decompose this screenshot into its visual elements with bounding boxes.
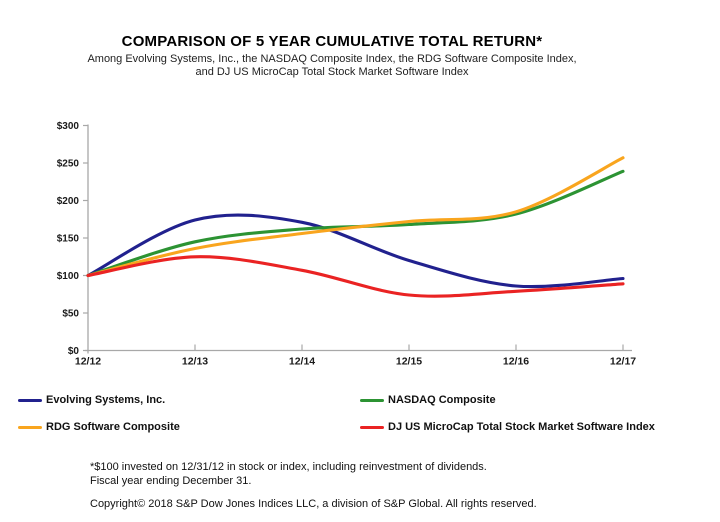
series-line-rdg-software-composite (86, 156, 625, 278)
legend-swatch-icon (18, 398, 42, 402)
legend-label: NASDAQ Composite (388, 394, 496, 406)
legend-label: DJ US MicroCap Total Stock Market Softwa… (388, 421, 655, 433)
x-tick-label: 12/15 (396, 356, 422, 368)
footnote-line-1: *$100 invested on 12/31/12 in stock or i… (90, 461, 487, 473)
x-tick-label: 12/16 (503, 356, 529, 368)
x-tick-label: 12/17 (610, 356, 636, 368)
legend-item: RDG Software Composite (18, 421, 360, 433)
y-tick-label: $250 (57, 159, 80, 170)
legend-item: Evolving Systems, Inc. (18, 394, 360, 406)
series-line-evolving-systems-inc (86, 213, 625, 289)
legend-label: Evolving Systems, Inc. (46, 394, 166, 406)
y-tick-label: $300 (57, 121, 80, 132)
chart-footnotes: *$100 invested on 12/31/12 in stock or i… (90, 460, 487, 488)
y-tick-label: $100 (57, 271, 80, 282)
legend-swatch-icon (18, 425, 42, 429)
copyright-text: Copyright© 2018 S&P Dow Jones Indices LL… (90, 498, 537, 510)
page-subtitle: Among Evolving Systems, Inc., the NASDAQ… (0, 53, 664, 79)
y-tick-label: $50 (62, 309, 79, 320)
y-tick-label: $200 (57, 196, 80, 207)
series-line-dj-us-microcap-total-stock-market-software-index (86, 255, 625, 298)
legend-label: RDG Software Composite (46, 421, 180, 433)
footnote-line-2: Fiscal year ending December 31. (90, 475, 252, 487)
page-title: COMPARISON OF 5 YEAR CUMULATIVE TOTAL RE… (121, 33, 543, 50)
legend-item: NASDAQ Composite (360, 394, 708, 406)
chart-header: COMPARISON OF 5 YEAR CUMULATIVE TOTAL RE… (0, 33, 664, 79)
subtitle-line-1: Among Evolving Systems, Inc., the NASDAQ… (87, 53, 577, 65)
y-tick-label: $150 (57, 234, 80, 245)
y-tick-label: $0 (68, 346, 80, 357)
legend-swatch-icon (360, 425, 384, 429)
x-tick-label: 12/12 (75, 356, 101, 368)
chart-legend: Evolving Systems, Inc. NASDAQ Composite RD… (18, 394, 708, 433)
x-tick-label: 12/14 (289, 356, 315, 368)
legend-item: DJ US MicroCap Total Stock Market Softwa… (360, 421, 708, 433)
legend-swatch-icon (360, 398, 384, 402)
x-tick-label: 12/13 (182, 356, 208, 368)
subtitle-line-2: and DJ US MicroCap Total Stock Market So… (195, 66, 469, 78)
